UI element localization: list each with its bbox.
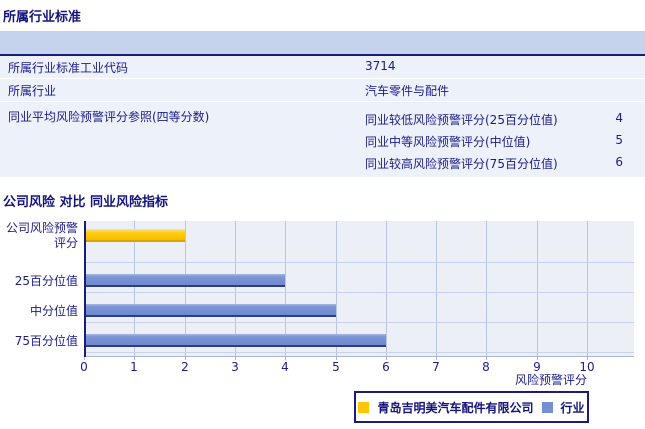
gridline-horizontal bbox=[84, 352, 634, 353]
y-axis-line bbox=[84, 221, 86, 357]
table-sub-row: 同业较低风险预警评分(25百分位值) 4 bbox=[365, 108, 623, 130]
x-tick-label: 9 bbox=[533, 360, 541, 374]
x-tick-mark bbox=[537, 357, 538, 360]
x-tick-mark bbox=[235, 357, 236, 360]
x-tick-label: 3 bbox=[231, 360, 239, 374]
sub-row-label-median: 同业中等风险预警评分(中位值) bbox=[365, 135, 531, 149]
table-row: 所属行业标准工业代码 3714 bbox=[0, 56, 645, 79]
x-tick-label: 0 bbox=[80, 360, 88, 374]
row-value-industry: 汽车零件与配件 bbox=[365, 84, 450, 98]
x-tick-label: 5 bbox=[332, 360, 340, 374]
x-tick-mark bbox=[386, 357, 387, 360]
gridline-vertical bbox=[587, 221, 588, 357]
section-title-risk-comparison: 公司风险 对比 同业风险指标 bbox=[3, 195, 169, 210]
gridline-vertical bbox=[386, 221, 387, 357]
gridline-vertical bbox=[134, 221, 135, 357]
sub-row-value-p25: 4 bbox=[615, 111, 623, 125]
table-group-row: 同业平均风险预警评分参照(四等分数) 同业较低风险预警评分(25百分位值) 4 … bbox=[0, 102, 645, 177]
gridline-horizontal bbox=[84, 262, 634, 263]
gridline-vertical bbox=[235, 221, 236, 357]
risk-bar-chart: 风险预警评分 0 1 2 3 4 5 6 7 8 9 10 公司风险预警评分 25百分位值中分位值 75百… bbox=[0, 210, 645, 390]
x-tick-mark bbox=[587, 357, 588, 360]
category-label: 中分位值 bbox=[29, 304, 78, 318]
gridline-vertical bbox=[336, 221, 337, 357]
row-label-industry: 所属行业 bbox=[8, 84, 57, 98]
x-tick-mark bbox=[486, 357, 487, 360]
x-tick-mark bbox=[134, 357, 135, 360]
x-axis-line bbox=[84, 356, 634, 357]
x-axis-title: 风险预警评分 bbox=[514, 373, 587, 387]
section-title-industry-standard: 所属行业标准 bbox=[3, 10, 82, 25]
x-tick-label: 4 bbox=[281, 360, 289, 374]
x-tick-label: 8 bbox=[482, 360, 490, 374]
legend-label-industry: 行业 bbox=[560, 400, 585, 415]
bar-industry bbox=[86, 334, 386, 347]
table-header-band bbox=[0, 31, 645, 56]
gridline-vertical bbox=[436, 221, 437, 357]
sub-row-label-p75: 同业较高风险预警评分(75百分位值) bbox=[365, 157, 558, 171]
sub-row-value-median: 5 bbox=[615, 133, 623, 147]
x-tick-mark bbox=[336, 357, 337, 360]
group-row-label: 同业平均风险预警评分参照(四等分数) bbox=[8, 110, 210, 124]
x-tick-label: 7 bbox=[432, 360, 440, 374]
plot-area bbox=[84, 221, 634, 360]
bar-company bbox=[86, 229, 185, 242]
x-tick-mark bbox=[436, 357, 437, 360]
gridline-horizontal bbox=[84, 292, 634, 293]
gridline-vertical bbox=[185, 221, 186, 357]
gridline-vertical bbox=[537, 221, 538, 357]
x-tick-label: 2 bbox=[181, 360, 189, 374]
table-row: 所属行业 汽车零件与配件 bbox=[0, 79, 645, 102]
x-tick-mark bbox=[185, 357, 186, 360]
sub-row-value-p75: 6 bbox=[615, 155, 623, 169]
gridline-vertical bbox=[486, 221, 487, 357]
x-tick-label: 10 bbox=[579, 360, 595, 374]
legend-label-company: 青岛吉明美汽车配件有限公司 bbox=[377, 400, 534, 415]
legend-swatch-company bbox=[358, 401, 370, 413]
gridline-vertical bbox=[285, 221, 286, 357]
bar-industry bbox=[86, 274, 285, 287]
table-sub-row: 同业较高风险预警评分(75百分位值) 6 bbox=[365, 152, 623, 174]
x-tick-label: 1 bbox=[130, 360, 138, 374]
category-label: 25百分位值 bbox=[14, 274, 78, 288]
legend-swatch-industry bbox=[541, 401, 553, 413]
gridline-horizontal bbox=[84, 322, 634, 323]
category-label: 75百分位值 bbox=[14, 334, 78, 348]
x-tick-label: 6 bbox=[382, 360, 390, 374]
category-label: 公司风险预警评分 bbox=[5, 221, 78, 250]
row-value-industry-code: 3714 bbox=[365, 59, 396, 73]
row-label-industry-code: 所属行业标准工业代码 bbox=[8, 61, 129, 75]
table-sub-row: 同业中等风险预警评分(中位值) 5 bbox=[365, 130, 623, 152]
sub-row-label-p25: 同业较低风险预警评分(25百分位值) bbox=[365, 113, 558, 127]
chart-legend: 青岛吉明美汽车配件有限公司 行业 bbox=[354, 391, 589, 423]
bar-industry bbox=[86, 304, 336, 317]
x-tick-mark bbox=[84, 357, 85, 360]
x-tick-mark bbox=[285, 357, 286, 360]
